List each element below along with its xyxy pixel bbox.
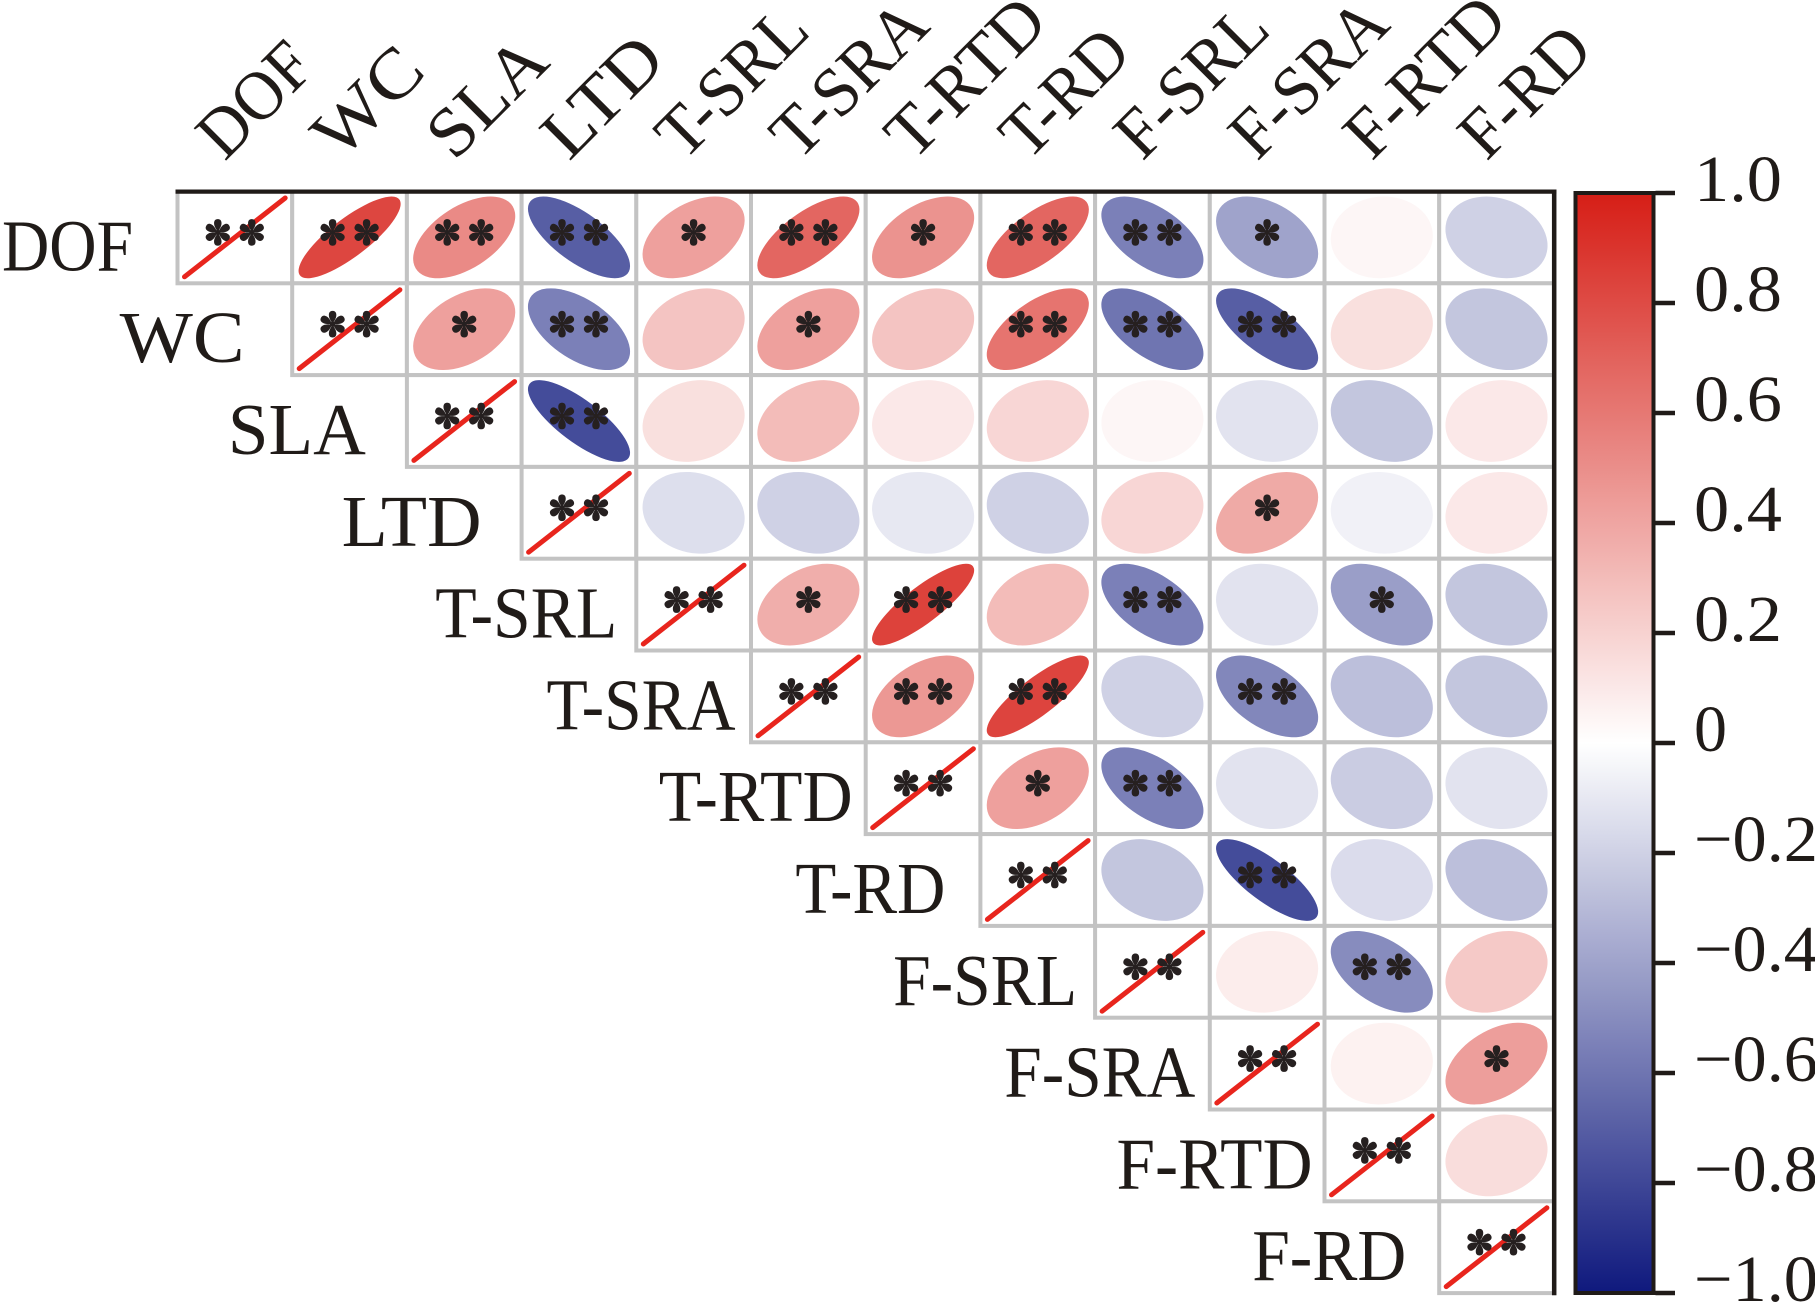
svg-text:WC: WC	[120, 297, 245, 378]
svg-text:DOF: DOF	[2, 205, 133, 286]
svg-text:T-SRA: T-SRA	[547, 664, 736, 745]
svg-text:−1.0: −1.0	[1694, 1243, 1815, 1305]
svg-text:−0.6: −0.6	[1694, 1023, 1815, 1096]
svg-text:−0.8: −0.8	[1694, 1133, 1815, 1206]
svg-text:0.6: 0.6	[1694, 363, 1782, 436]
svg-text:SLA: SLA	[228, 389, 366, 470]
svg-text:−0.2: −0.2	[1694, 803, 1815, 876]
svg-text:0.8: 0.8	[1694, 253, 1782, 326]
svg-text:1.0: 1.0	[1694, 143, 1782, 216]
svg-text:T-SRL: T-SRL	[435, 573, 617, 654]
svg-text:F-RD: F-RD	[1252, 1215, 1406, 1296]
svg-text:T-RTD: T-RTD	[659, 756, 853, 837]
svg-text:LTD: LTD	[342, 481, 482, 562]
svg-text:F-SRA: F-SRA	[1004, 1032, 1195, 1113]
svg-text:F-SRL: F-SRL	[893, 940, 1077, 1021]
svg-text:0: 0	[1694, 693, 1727, 766]
svg-text:0.4: 0.4	[1694, 473, 1782, 546]
svg-text:−0.4: −0.4	[1694, 913, 1815, 986]
svg-text:T-RD: T-RD	[795, 848, 945, 929]
svg-text:0.2: 0.2	[1694, 583, 1782, 656]
svg-text:F-RTD: F-RTD	[1117, 1123, 1313, 1204]
